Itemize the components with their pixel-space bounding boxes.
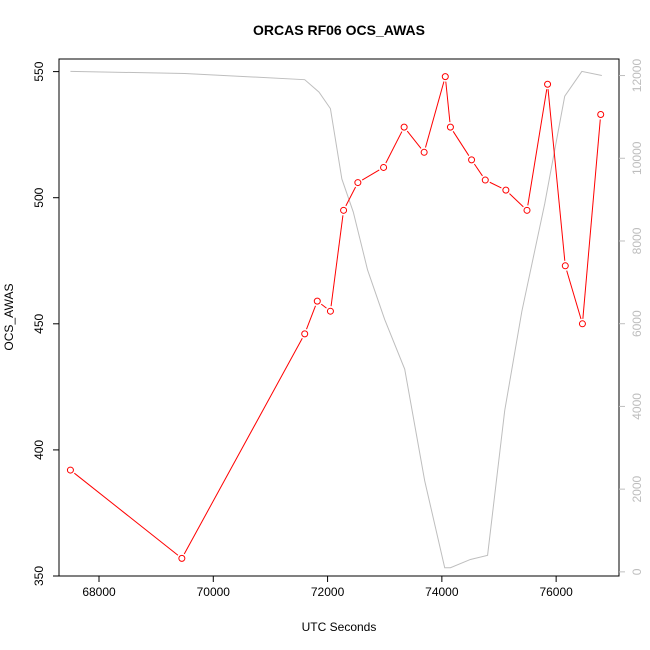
series-segment-left	[445, 81, 451, 123]
data-point	[446, 123, 454, 131]
x-tick-label: 74000	[425, 585, 459, 599]
y2-tick-label: 0	[630, 568, 644, 575]
series-segment-left	[306, 305, 316, 330]
series-segment-left	[452, 131, 470, 156]
series-segment-left	[509, 193, 524, 208]
x-axis-label: UTC Seconds	[302, 620, 377, 634]
data-point	[420, 148, 428, 156]
data-point	[66, 466, 74, 474]
data-point	[578, 320, 586, 328]
data-point	[326, 307, 334, 315]
series-segment-left	[473, 163, 483, 177]
series-segment-left	[183, 338, 303, 555]
series-segment-left	[320, 303, 327, 309]
series-segment-left	[361, 169, 380, 181]
plot-frame	[58, 58, 620, 577]
data-point	[400, 123, 408, 131]
y2-tick-label: 2000	[630, 475, 644, 502]
y2-tick-label: 10000	[630, 141, 644, 175]
data-point	[441, 73, 449, 81]
y2-tick-label: 6000	[630, 310, 644, 337]
y-axis-label: OCS_AWAS	[2, 283, 16, 350]
series-segment-left	[330, 215, 344, 307]
series-segment-left	[527, 89, 548, 206]
y-tick-label: 550	[32, 61, 46, 81]
series-layer	[66, 70, 605, 569]
series-line-right	[70, 70, 602, 569]
data-point	[481, 176, 489, 184]
data-point	[178, 554, 186, 562]
x-tick-label: 68000	[82, 585, 116, 599]
data-point	[301, 330, 309, 338]
y-tick-label: 400	[32, 440, 46, 460]
series-segment-left	[74, 472, 179, 556]
y-tick-label: 350	[32, 566, 46, 586]
x-tick-label: 72000	[311, 585, 345, 599]
series-segment-left	[425, 81, 445, 148]
series-segment-left	[489, 181, 502, 189]
series-segment-left	[582, 119, 601, 319]
series-segment-left	[385, 131, 403, 164]
y2-tick-label: 4000	[630, 393, 644, 420]
data-point	[561, 262, 569, 270]
y2-tick-label: 8000	[630, 227, 644, 254]
data-point	[380, 163, 388, 171]
y-axis-left: 350 400 450 500 550	[32, 61, 59, 586]
data-point	[354, 179, 362, 187]
data-point	[313, 297, 321, 305]
series-segment-left	[406, 130, 422, 149]
data-point	[544, 80, 552, 88]
data-point	[468, 156, 476, 164]
series-segment-left	[566, 270, 582, 320]
data-point	[523, 206, 531, 214]
series-segment-left	[547, 89, 566, 261]
x-tick-label: 70000	[197, 585, 231, 599]
x-tick-label: 76000	[539, 585, 573, 599]
y2-tick-label: 12000	[630, 59, 644, 93]
y-axis-right: 0 2000 4000 6000 8000 10000 12000	[619, 59, 644, 575]
data-point	[502, 186, 510, 194]
data-point	[597, 110, 605, 118]
y-tick-label: 500	[32, 187, 46, 207]
chart-title: ORCAS RF06 OCS_AWAS	[253, 22, 425, 38]
x-axis: 68000 70000 72000 74000 76000	[82, 576, 573, 599]
y-tick-label: 450	[32, 313, 46, 333]
data-point	[340, 206, 348, 214]
series-segment-left	[345, 186, 357, 207]
